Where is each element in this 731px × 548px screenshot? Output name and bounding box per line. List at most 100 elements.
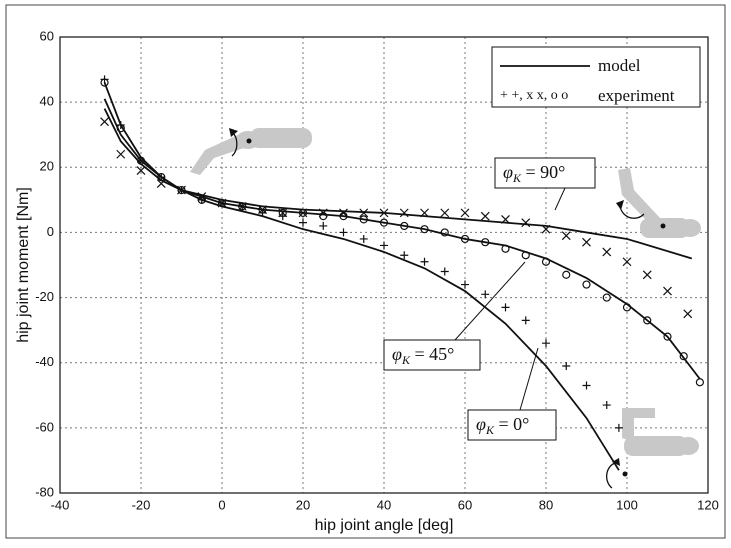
y-axis-title: hip joint moment [Nm] [15,187,32,343]
legend-box [491,46,701,108]
x-tick-label: 20 [296,497,310,512]
legend-label: experiment [598,86,675,105]
experiment-plus [521,316,530,325]
experiment-circle [116,124,125,133]
experiment-circle [582,280,591,289]
x-tick-label: 100 [616,497,638,512]
annotation: φK = 45° [392,344,454,367]
experiment-plus [614,423,623,432]
x-axis-title: hip joint angle [deg] [315,517,454,534]
experiment-circle [622,303,632,312]
experiment-circle [379,218,389,227]
experiment-circle [217,199,227,208]
experiment-circle [177,185,186,195]
experiment-cross [602,247,612,257]
experiment-plus [542,339,550,348]
experiment-cross [501,214,510,224]
plot-area: φK = 90°φK = 45°φK = 0° [100,75,705,471]
annotation-leader [554,187,566,211]
experiment-plus [562,361,571,370]
experiment-circle [197,195,206,204]
x-tick-label: 60 [458,497,472,512]
annotation-box [494,157,596,189]
experiment-circle [136,156,146,165]
experiment-circle [258,205,267,214]
figure-dots [246,138,666,477]
annotation-part: K [485,423,495,437]
annotation: φK = 90° [503,162,565,185]
experiment-cross [116,149,126,159]
y-tick-label: -20 [35,289,54,304]
experiment-plus [319,221,328,230]
model-curve [103,108,693,260]
experiment-cross [622,257,632,267]
experiment-circle [562,270,571,279]
experiment-cross [156,179,166,188]
annotation-part: = 45° [410,344,454,364]
experiment-circle [278,208,287,217]
experiment-circle [359,215,368,224]
x-tick-label: 0 [218,497,225,512]
experiment-circle [541,257,551,266]
experiment-plus [501,303,510,312]
experiment-plus [582,381,591,390]
experiment-plus [420,257,429,266]
experiment-circle [663,332,672,341]
experiment-circle [679,352,688,361]
experiment-cross [541,224,551,234]
axes-box [59,36,709,494]
experiment-plus [461,280,469,289]
legend-label: model [598,56,641,75]
experiment-circle [695,378,705,387]
annotation: φK = 0° [476,414,529,437]
annotation-part: φ [392,344,402,364]
y-tick-label: 60 [40,28,54,43]
experiment-cross [642,270,652,280]
experiment-plus [380,241,388,250]
y-tick-label: 20 [40,159,54,174]
experiment-cross [561,231,571,241]
experiment-cross [440,208,450,218]
experiment-circle [298,208,308,217]
x-tick-label: 120 [697,497,719,512]
y-tick-label: -80 [35,484,54,499]
annotation-part: φ [503,162,513,182]
figure-right [618,168,701,238]
experiment-circle [501,244,510,253]
annotation-part: K [401,353,411,367]
experiment-plus [440,267,449,276]
x-tick-label: -20 [132,497,151,512]
experiment-cross [521,218,531,228]
experiment-plus [359,234,368,243]
experiment-plus [602,401,611,410]
experiment-cross [359,208,369,218]
experiment-cross [379,208,389,218]
experiment-plus [339,228,348,237]
annotation-part: = 90° [521,162,565,182]
arrow-heads [229,128,624,466]
annotation-box [467,409,557,441]
experiment-plus [137,156,145,165]
experiment-cross [420,208,429,218]
experiment-circle [339,212,348,221]
y-tick-label: -60 [35,419,54,434]
experiment-cross [582,237,591,247]
experiment-cross [683,309,693,319]
experiment-circle [460,234,470,244]
experiment-circle [400,221,409,231]
experiment-circle [440,228,449,237]
experiment-circle [602,293,611,302]
experiment-circle [319,212,328,221]
figure-bottom [622,408,699,456]
annotation-leader [454,261,526,341]
experiment-cross [460,208,470,218]
experiment-cross [136,166,146,175]
experiment-cross [480,211,490,221]
legend-symbol: + +, x x, o o [500,88,568,103]
experiment-plus [299,218,307,227]
experiment-plus [157,173,166,182]
experiment-cross [663,286,672,296]
experiment-circle [420,225,429,234]
